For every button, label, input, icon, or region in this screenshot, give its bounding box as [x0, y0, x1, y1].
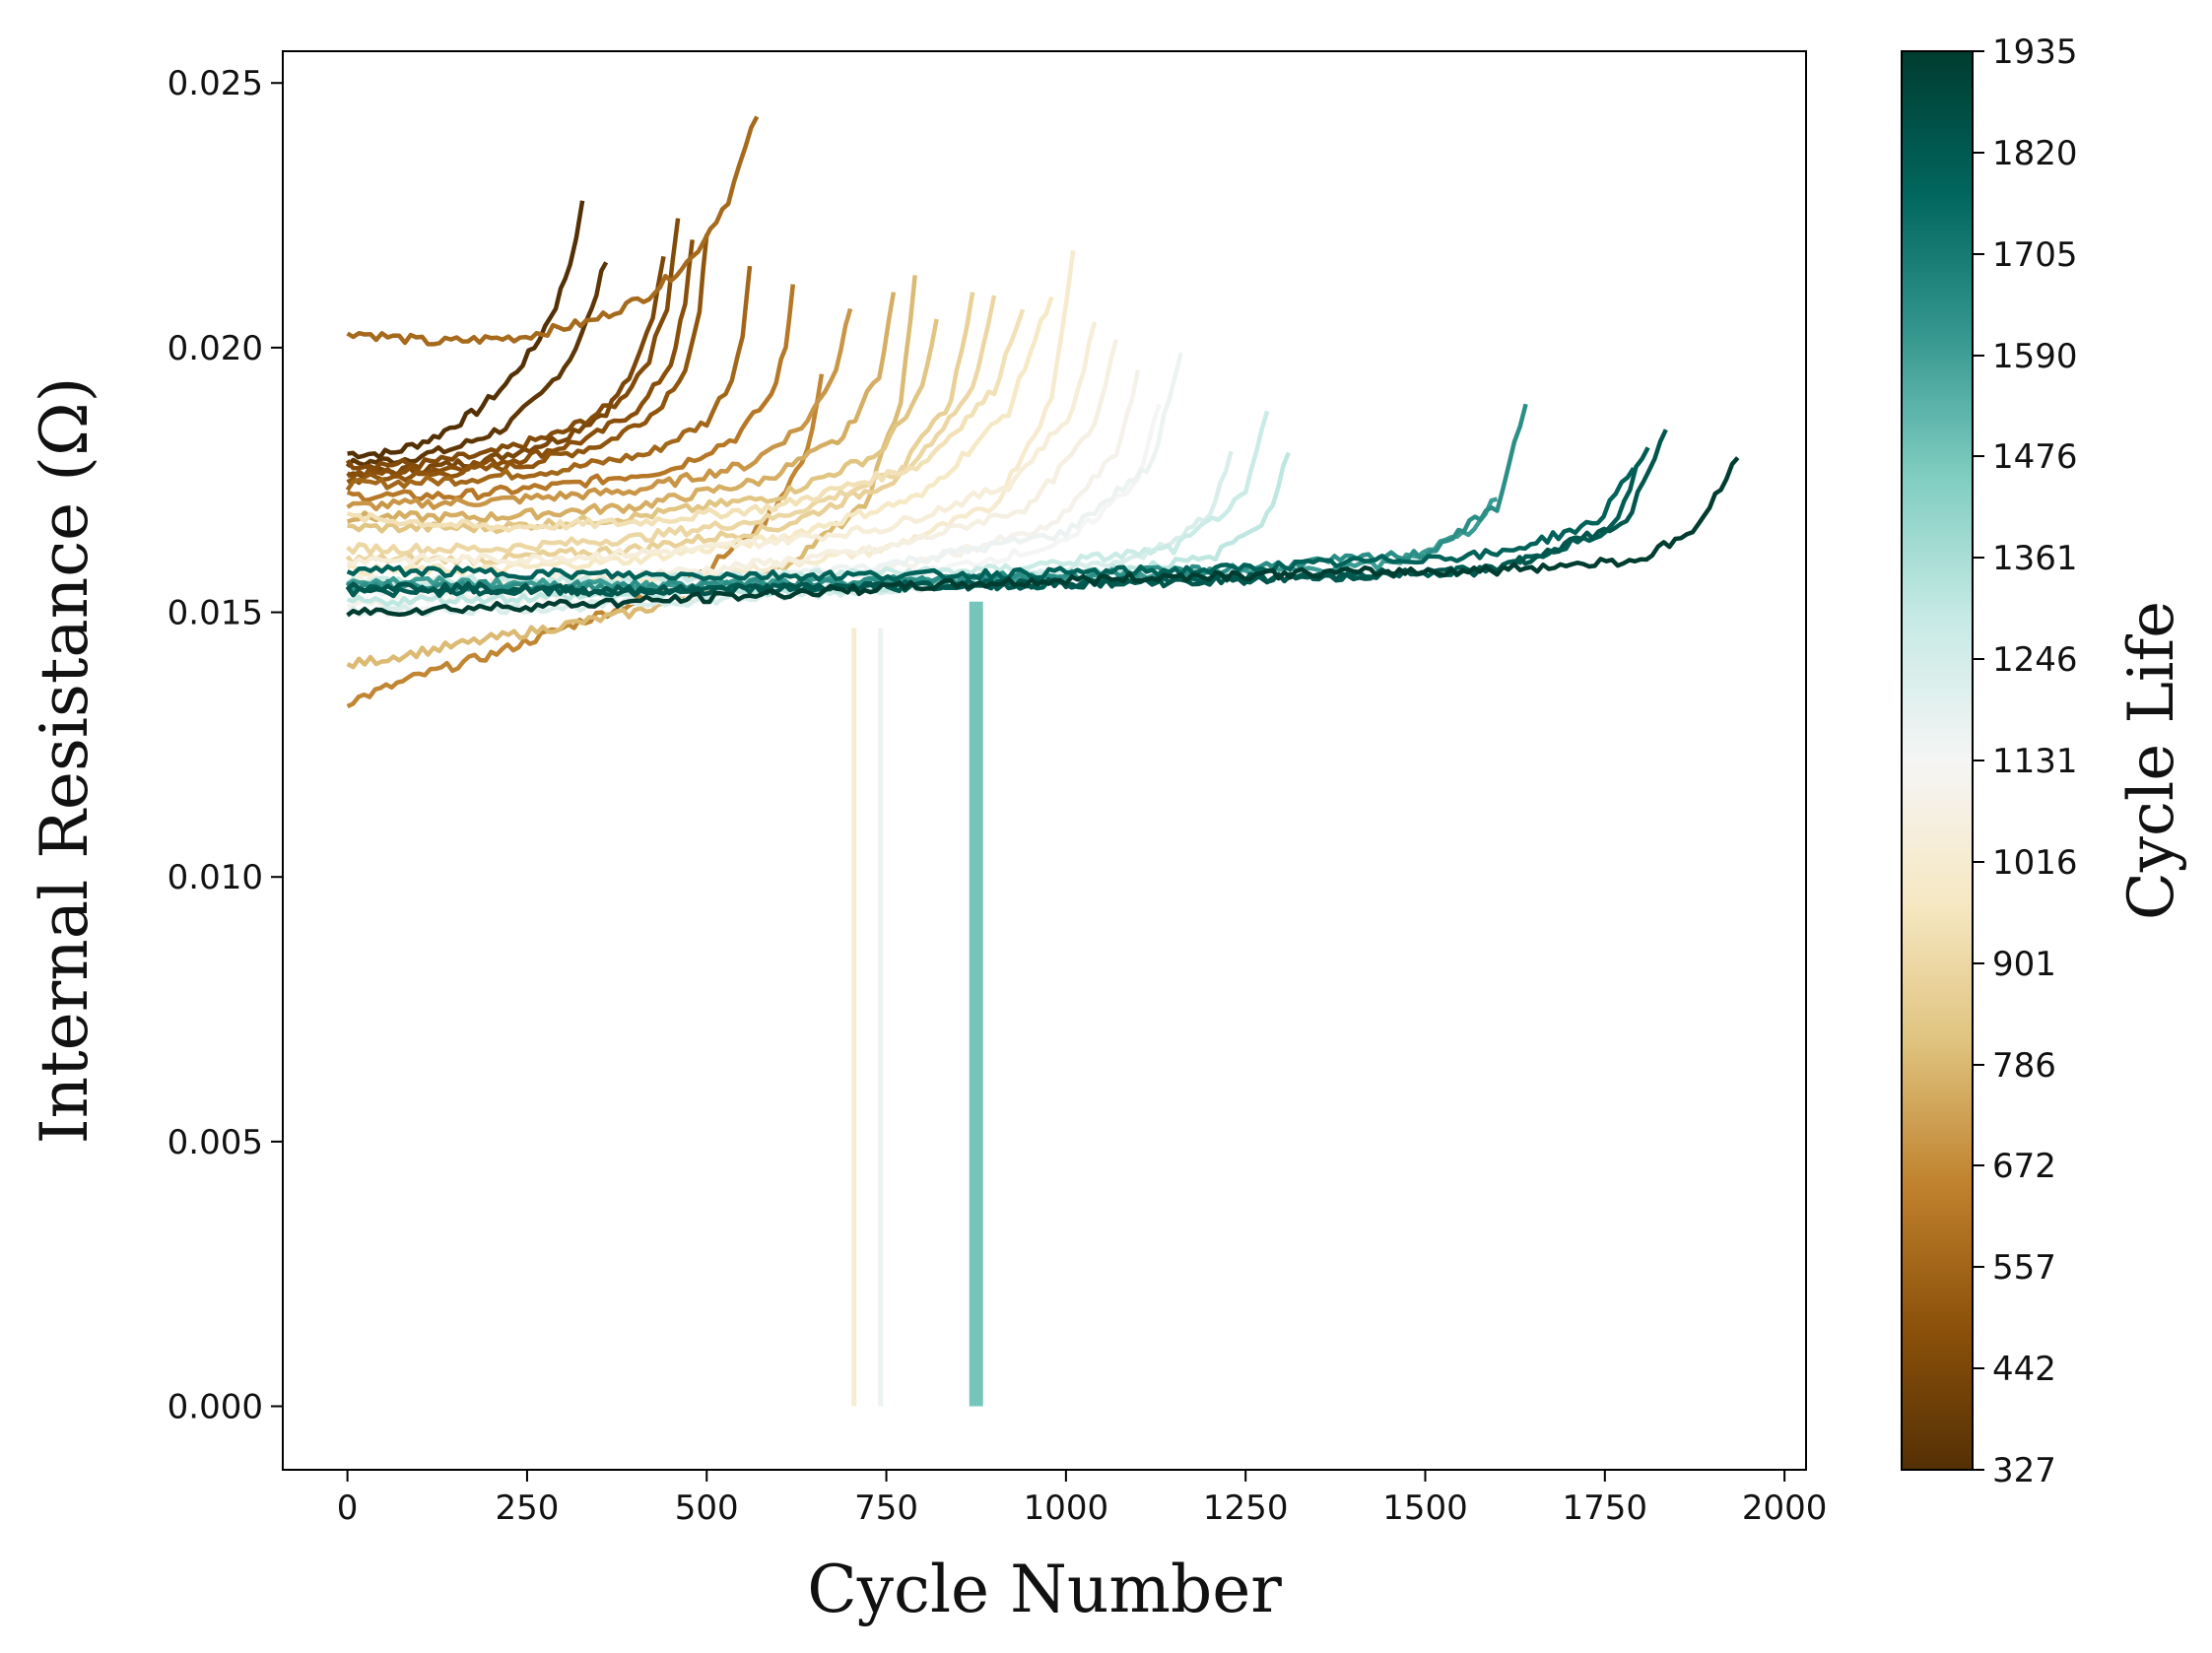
colorbar-ticks: 327 442 557 672 786 901 1016 1131 1246 1361 1476 15… — [1973, 33, 2078, 1490]
x-tick-label: 750 — [854, 1488, 918, 1528]
series-line-cell_790 — [346, 275, 917, 670]
colorbar-tick-label: 1131 — [1992, 742, 2078, 781]
y-tick-label: 0.000 — [168, 1388, 263, 1427]
colorbar-tick-label: 327 — [1992, 1451, 2056, 1490]
x-tick-label: 500 — [675, 1488, 739, 1528]
colorbar-tick-label: 442 — [1992, 1350, 2056, 1389]
y-tick-label: 0.015 — [168, 594, 263, 633]
series-layer — [345, 115, 1740, 1407]
series-line-cell_460 — [345, 218, 681, 471]
colorbar-tick-label: 1705 — [1992, 235, 2078, 275]
x-tick-label: 2000 — [1742, 1488, 1828, 1528]
x-axis-title: Cycle Number — [807, 1552, 1282, 1627]
x-axis-ticks: 0 250 500 750 1000 1250 1500 1750 2000 — [337, 1470, 1828, 1528]
colorbar-tick-label: 1016 — [1992, 843, 2078, 883]
colorbar-tick-label: 557 — [1992, 1248, 2056, 1288]
x-tick-label: 1250 — [1203, 1488, 1289, 1528]
colorbar — [1901, 50, 1974, 1471]
x-tick-label: 1000 — [1024, 1488, 1109, 1528]
series-line-cell_1310 — [347, 451, 1291, 608]
series-line-cell_1935 — [346, 456, 1740, 618]
colorbar-title: Cycle Life — [2115, 601, 2188, 920]
colorbar-tick-label: 1476 — [1992, 437, 2078, 477]
series-line-cell_500 — [346, 233, 709, 486]
y-axis-ticks: 0.000 0.005 0.010 0.015 0.020 0.025 — [168, 64, 283, 1427]
y-tick-label: 0.010 — [168, 858, 263, 897]
colorbar-tick-label: 786 — [1992, 1046, 2056, 1086]
colorbar-tick-label: 672 — [1992, 1147, 2056, 1186]
series-line-cell_940 — [346, 308, 1026, 533]
colorbar-tick-label: 901 — [1992, 945, 2056, 984]
series-line-cell_700 — [346, 307, 853, 512]
series-line-cell_360 — [345, 261, 609, 469]
series-line-cell_480 — [346, 239, 695, 480]
x-tick-label: 250 — [495, 1488, 559, 1528]
series-line-cell_1040 — [346, 321, 1098, 566]
colorbar-tick-label: 1361 — [1992, 539, 2078, 578]
series-line-cell_560 — [345, 265, 753, 492]
y-axis-title: Internal Resistance (Ω) — [27, 377, 102, 1145]
series-line-cell_820 — [347, 318, 939, 535]
y-tick-label: 0.025 — [168, 64, 263, 103]
plot-area — [283, 51, 1806, 1470]
colorbar-tick-label: 1820 — [1992, 134, 2078, 173]
colorbar-tick-label: 1590 — [1992, 337, 2078, 376]
series-line-cell_1790 — [346, 466, 1636, 582]
x-tick-label: 0 — [337, 1488, 359, 1528]
plot-frame — [282, 50, 1807, 1471]
series-line-cell_760 — [346, 292, 897, 524]
y-tick-label: 0.005 — [168, 1123, 263, 1162]
colorbar-tick-label: 1935 — [1992, 33, 2078, 72]
y-tick-label: 0.020 — [168, 329, 263, 368]
x-tick-label: 1500 — [1382, 1488, 1468, 1528]
series-line-cell_620 — [346, 284, 796, 503]
colorbar-tick-label: 1246 — [1992, 640, 2078, 680]
series-line-cell_570 — [346, 115, 760, 347]
x-tick-label: 1750 — [1563, 1488, 1648, 1528]
series-line-cell_327 — [347, 200, 585, 460]
